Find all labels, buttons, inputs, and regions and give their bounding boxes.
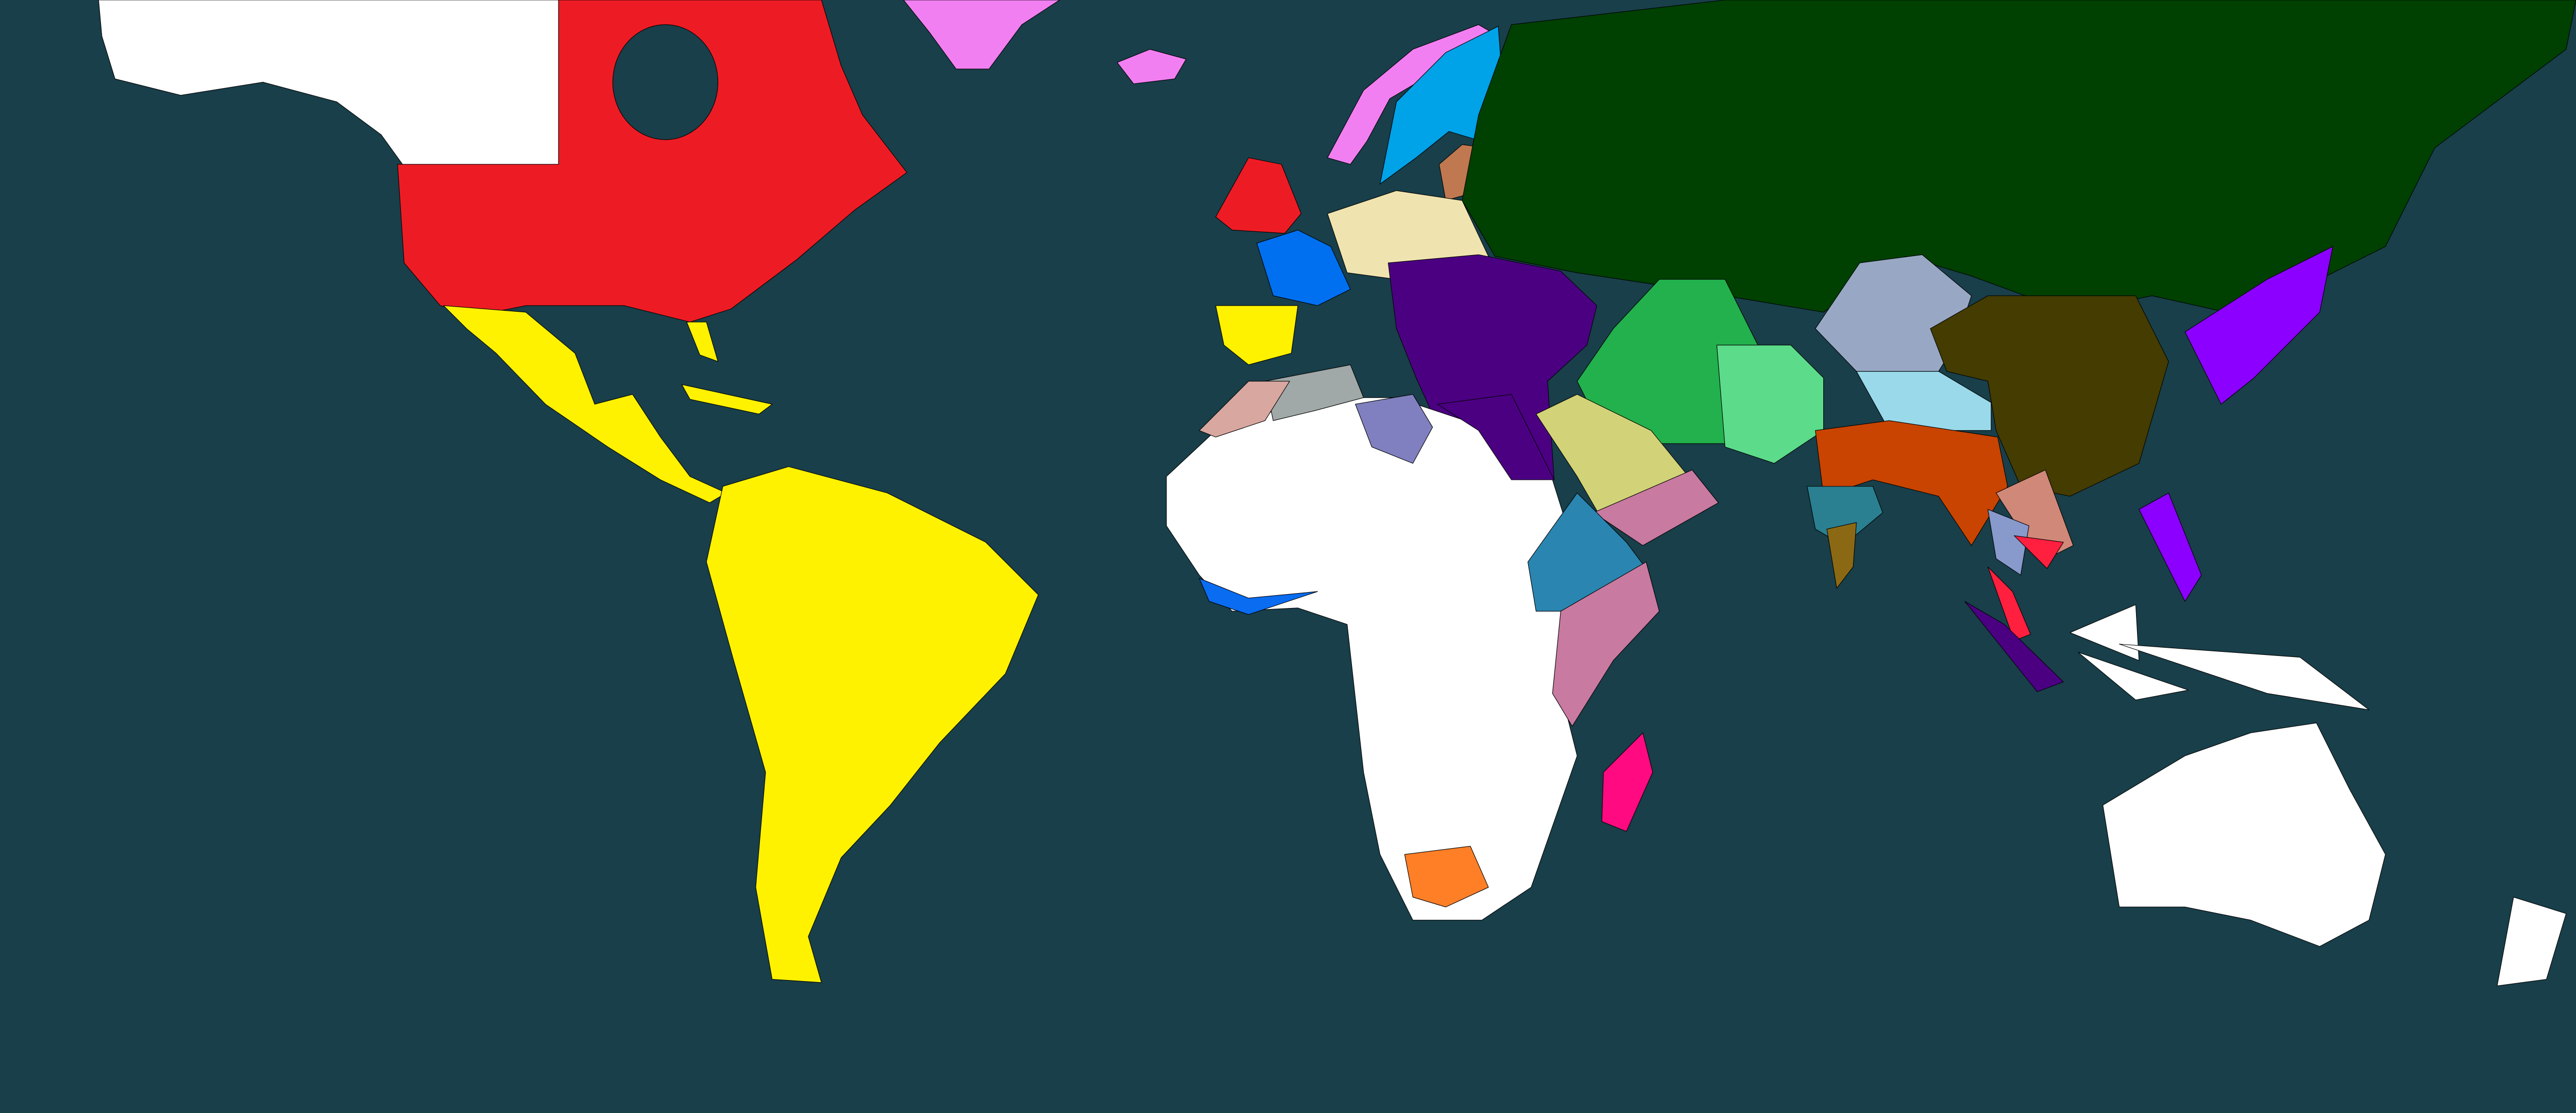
region-algeria[interactable] [1264, 364, 1364, 421]
region-morocco[interactable] [1199, 381, 1290, 437]
region-java[interactable] [2078, 652, 2189, 700]
region-iceland[interactable] [1116, 49, 1187, 85]
region-libya[interactable] [1355, 394, 1433, 464]
region-florida[interactable] [686, 322, 719, 362]
region-guinea-coast[interactable] [1199, 578, 1318, 615]
region-south-africa[interactable] [1404, 846, 1489, 907]
region-cambodia[interactable] [2013, 535, 2064, 569]
region-philippines[interactable] [2139, 493, 2202, 602]
hudson-bay [612, 24, 719, 140]
region-laos[interactable] [1987, 509, 2029, 576]
region-ceylon[interactable] [1826, 522, 1857, 589]
region-cuba[interactable] [681, 384, 773, 415]
region-sumatra[interactable] [1964, 601, 2064, 693]
region-south-america[interactable] [706, 466, 1039, 983]
region-east-africa[interactable] [1552, 562, 1660, 727]
region-china[interactable] [1930, 295, 2169, 497]
region-malaya[interactable] [1987, 566, 2031, 642]
region-south-arabia[interactable] [1593, 469, 1719, 546]
region-madagascar[interactable] [1601, 732, 1653, 832]
region-france[interactable] [1256, 229, 1351, 306]
region-indonesia-east[interactable] [2119, 644, 2369, 711]
region-greenland[interactable] [903, 0, 1060, 70]
region-borneo[interactable] [2070, 604, 2140, 661]
region-egypt[interactable] [1437, 394, 1555, 480]
region-australia[interactable] [2103, 722, 2386, 947]
region-tibet[interactable] [1856, 371, 1992, 431]
region-new-zealand[interactable] [2497, 897, 2567, 986]
region-south-india[interactable] [1807, 486, 1883, 546]
world-map [98, 0, 2576, 986]
region-britain[interactable] [1215, 157, 1302, 234]
region-russia[interactable] [1462, 0, 2576, 329]
region-japan[interactable] [2184, 246, 2333, 404]
region-iberia[interactable] [1215, 305, 1298, 365]
